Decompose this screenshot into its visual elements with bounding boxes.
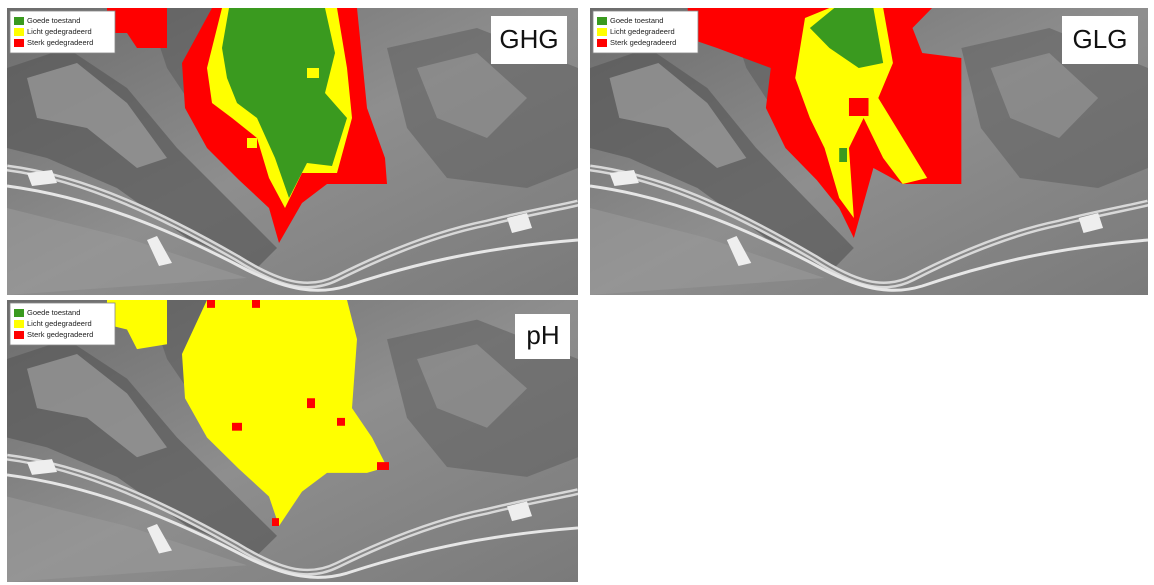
patch-green — [839, 148, 848, 162]
patch-red — [252, 300, 260, 308]
patch-red — [272, 518, 279, 526]
legend-label: Licht gedegradeerd — [610, 27, 675, 36]
patch-red — [307, 398, 315, 409]
panel-label-box — [515, 314, 570, 359]
legend-label: Licht gedegradeerd — [27, 319, 92, 328]
patch-yellow — [107, 300, 167, 350]
patch-green — [809, 8, 884, 68]
legend-label: Sterk gedegradeerd — [27, 330, 93, 339]
panel-label-box — [491, 16, 567, 64]
patch-yellow — [247, 138, 257, 148]
panel-label: GLG — [1073, 24, 1128, 54]
patch-yellow — [307, 68, 319, 78]
panel-label: GHG — [499, 24, 558, 54]
map-area — [7, 8, 578, 295]
map-area — [7, 300, 578, 582]
patch-red — [848, 98, 869, 116]
patch-red — [207, 300, 215, 308]
map-panel: Goede toestand Licht gedegradeerd Sterk … — [7, 300, 578, 582]
panel-label: pH — [526, 320, 559, 350]
legend-label: Sterk gedegradeerd — [27, 38, 93, 47]
map-area — [590, 8, 1148, 295]
panel-label-box — [1062, 16, 1138, 64]
patch-red — [337, 417, 345, 426]
legend-label: Goede toestand — [610, 16, 663, 25]
legend-label: Goede toestand — [27, 308, 80, 317]
legend-label: Sterk gedegradeerd — [610, 38, 676, 47]
legend-label: Licht gedegradeerd — [27, 27, 92, 36]
patch-red — [232, 422, 242, 431]
patch-yellow — [182, 300, 387, 526]
patch-red — [107, 8, 167, 48]
patch-green — [222, 8, 347, 198]
map-panel: Goede toestand Licht gedegradeerd Sterk … — [590, 8, 1148, 295]
patch-red — [377, 462, 389, 470]
map-panel: Goede toestand Licht gedegradeerd Sterk … — [7, 8, 578, 295]
legend-label: Goede toestand — [27, 16, 80, 25]
